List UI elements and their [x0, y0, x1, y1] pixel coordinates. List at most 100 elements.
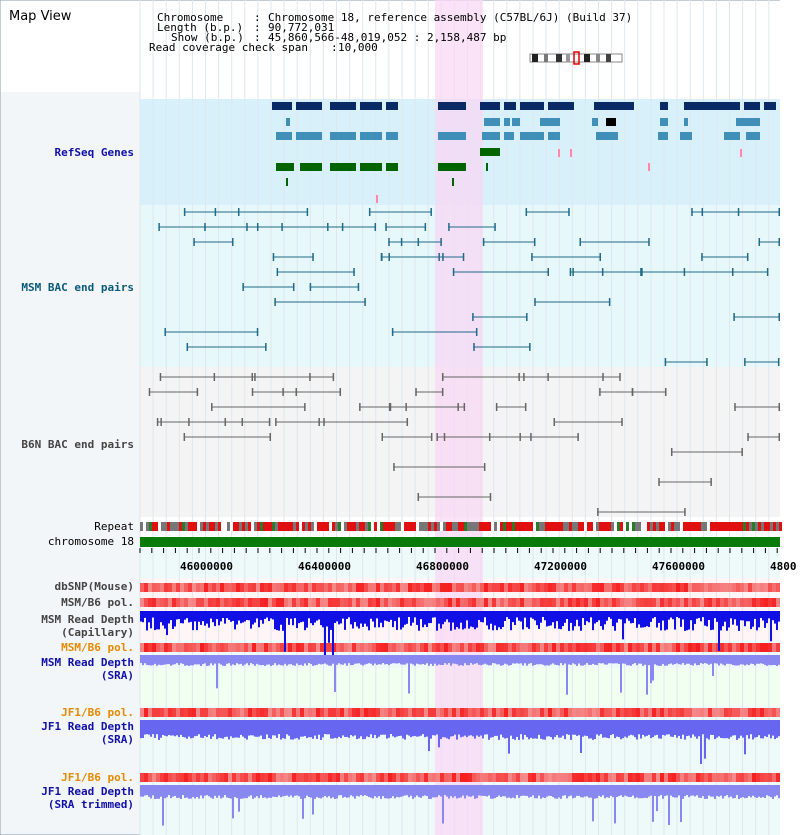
repeat-block — [344, 522, 347, 531]
msm-bac-pair-end — [183, 208, 186, 216]
jf1-sra-depth-bar — [738, 720, 740, 739]
repeat-block — [434, 522, 437, 531]
jf1-trimmed-depth-bar — [200, 785, 202, 796]
repeat-block — [692, 522, 695, 531]
msm-b6-pol-heat-cell — [456, 643, 460, 652]
msm-b6-pol-heat-cell — [584, 598, 588, 607]
jf1-trimmed-depth-bar — [382, 785, 384, 797]
msm-sra-depth-bar — [612, 655, 614, 664]
repeat-block — [482, 522, 485, 531]
track-label-b6n-bac-end-pairs[interactable]: B6N BAC end pairs — [21, 438, 134, 451]
jf1-trimmed-depth-bar — [470, 785, 472, 797]
dbsnp-heat-cell — [336, 583, 340, 592]
jf1-sra-depth-bar — [292, 720, 294, 740]
jf1-sra-depth-bar — [248, 720, 250, 736]
jf1-b6-pol-heat-cell — [424, 773, 428, 782]
msm-b6-pol-heat-cell — [664, 598, 668, 607]
dbsnp-heat-cell — [568, 583, 572, 592]
coverage-value: 10,000 — [338, 41, 378, 54]
msm-sra-depth-bar — [302, 655, 304, 666]
jf1-b6-pol-heat-cell — [476, 708, 480, 717]
msm-capillary-depth-bar — [490, 611, 492, 624]
msm-capillary-depth-bar — [154, 611, 156, 631]
msm-b6-pol-heat-cell — [224, 598, 228, 607]
dbsnp-heat-cell — [680, 583, 684, 592]
jf1-trimmed-depth-bar — [584, 785, 586, 797]
msm-b6-pol-heat-cell — [592, 643, 596, 652]
msm-b6-pol-heat-cell — [340, 598, 344, 607]
repeat-block — [164, 522, 167, 531]
dbsnp-heat-cell — [312, 583, 316, 592]
jf1-sra-depth-bar — [618, 720, 620, 738]
msm-b6-pol-heat-cell — [692, 598, 696, 607]
jf1-trimmed-depth-bar — [198, 785, 200, 799]
dbsnp-heat-cell — [224, 583, 228, 592]
jf1-sra-depth-bar — [768, 720, 770, 735]
repeat-block — [152, 522, 155, 531]
msm-sra-depth-bar — [268, 655, 270, 665]
jf1-b6-pol-heat-cell — [560, 773, 564, 782]
jf1-trimmed-depth-bar — [308, 785, 310, 797]
jf1-b6-pol-heat-cell — [604, 708, 608, 717]
msm-bac-pair-end — [368, 208, 371, 216]
jf1-b6-pol-heat-cell — [664, 773, 668, 782]
track-label-msm-bac-end-pairs[interactable]: MSM BAC end pairs — [21, 281, 134, 294]
jf1-trimmed-depth-bar — [314, 785, 316, 799]
msm-sra-depth-bar — [686, 655, 688, 664]
msm-capillary-depth-bar — [602, 611, 604, 630]
jf1-sra-depth-bar — [222, 720, 224, 739]
jf1-trimmed-depth-bar — [252, 785, 254, 799]
track-label-refseq-genes[interactable]: RefSeq Genes — [54, 146, 134, 159]
jf1-trimmed-depth-bar — [736, 785, 738, 796]
jf1-sra-depth-bar — [622, 720, 624, 739]
msm-sra-depth-bar — [450, 655, 452, 666]
msm-b6-pol-heat-cell — [704, 598, 708, 607]
dbsnp-heat-cell — [400, 583, 404, 592]
jf1-trimmed-depth-bar — [652, 785, 654, 822]
jf1-b6-pol-heat-cell — [272, 773, 276, 782]
repeat-block — [776, 522, 779, 531]
msm-b6-pol-heat-cell — [480, 598, 484, 607]
msm-sra-depth-bar — [502, 655, 504, 666]
jf1-b6-pol-heat-cell — [172, 708, 176, 717]
msm-capillary-depth-bar — [658, 611, 660, 623]
jf1-sra-depth-bar — [190, 720, 192, 739]
jf1-sra-depth-bar — [656, 720, 658, 735]
jf1-sra-depth-bar — [668, 720, 670, 735]
jf1-trimmed-depth-bar — [634, 785, 636, 799]
dbsnp-heat-cell — [624, 583, 628, 592]
jf1-trimmed-depth-bar — [414, 785, 416, 798]
b6n-bac-pair-end — [488, 433, 491, 441]
msm-sra-depth-bar — [656, 655, 658, 666]
map-view-title: Map View — [9, 9, 72, 24]
jf1-sra-depth-bar — [722, 720, 724, 739]
jf1-b6-pol-heat-cell — [504, 773, 508, 782]
msm-capillary-depth-bar — [178, 611, 180, 619]
dbsnp-heat-cell — [292, 583, 296, 592]
msm-b6-pol-heat-cell — [764, 598, 768, 607]
msm-capillary-depth-bar — [344, 611, 346, 630]
msm-sra-depth-bar — [690, 655, 692, 665]
jf1-sra-depth-bar — [534, 720, 536, 739]
jf1-sra-depth-bar — [576, 720, 578, 736]
msm-capillary-depth-bar — [384, 611, 386, 621]
jf1-trimmed-depth-bar — [592, 785, 594, 822]
msm-b6-pol-heat-cell — [316, 598, 320, 607]
jf1-b6-pol-heat-cell — [160, 708, 164, 717]
msm-b6-pol-heat-cell — [320, 598, 324, 607]
track-label-msm-b6-pol: MSM/B6 pol. — [61, 596, 134, 609]
jf1-b6-pol-heat-cell — [324, 773, 328, 782]
jf1-sra-depth-bar — [592, 720, 594, 740]
dbsnp-heat-cell — [320, 583, 324, 592]
msm-capillary-depth-bar — [562, 611, 564, 627]
msm-capillary-depth-bar — [674, 611, 676, 630]
msm-sra-depth-bar — [362, 655, 364, 666]
jf1-trimmed-depth-bar — [170, 785, 172, 799]
msm-b6-pol-heat-cell — [604, 598, 608, 607]
msm-b6-pol-heat-cell — [508, 598, 512, 607]
jf1-b6-pol-heat-cell — [420, 708, 424, 717]
msm-capillary-depth-bar — [298, 611, 300, 624]
length-value: 90,772,031 — [268, 21, 335, 34]
msm-b6-pol-heat-cell — [508, 643, 512, 652]
